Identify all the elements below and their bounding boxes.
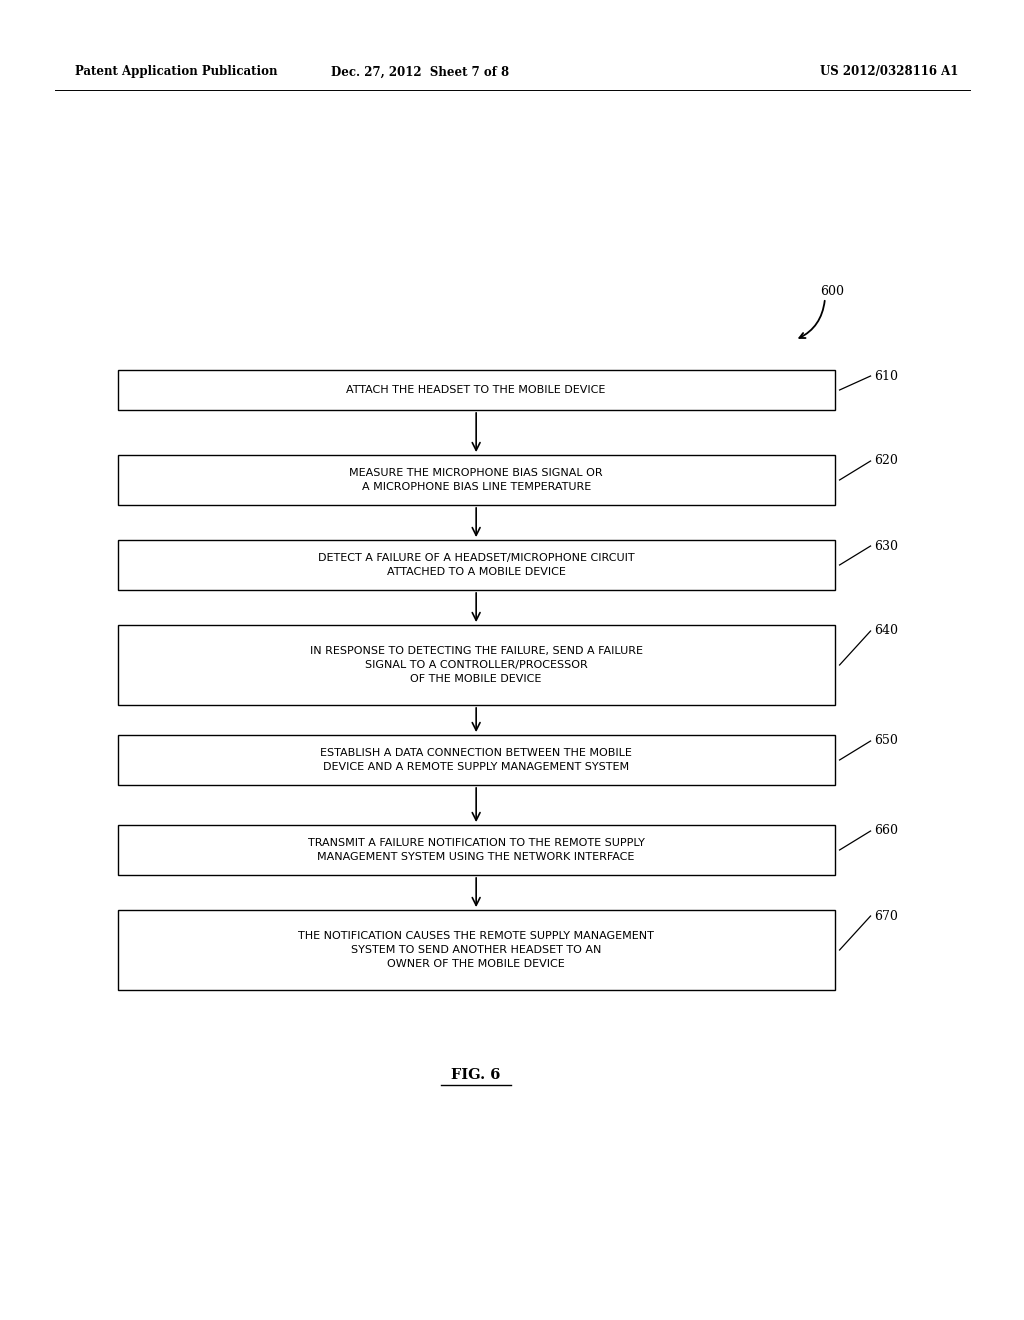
Text: IN RESPONSE TO DETECTING THE FAILURE, SEND A FAILURE
SIGNAL TO A CONTROLLER/PROC: IN RESPONSE TO DETECTING THE FAILURE, SE… <box>309 645 643 684</box>
Bar <box>118 624 835 705</box>
Bar <box>118 455 835 506</box>
Text: 660: 660 <box>874 825 899 837</box>
Text: 670: 670 <box>874 909 898 923</box>
Text: 620: 620 <box>874 454 898 467</box>
Text: DETECT A FAILURE OF A HEADSET/MICROPHONE CIRCUIT
ATTACHED TO A MOBILE DEVICE: DETECT A FAILURE OF A HEADSET/MICROPHONE… <box>317 553 635 577</box>
Text: 640: 640 <box>874 624 899 638</box>
Text: 650: 650 <box>874 734 898 747</box>
Text: MEASURE THE MICROPHONE BIAS SIGNAL OR
A MICROPHONE BIAS LINE TEMPERATURE: MEASURE THE MICROPHONE BIAS SIGNAL OR A … <box>349 469 603 492</box>
Text: 630: 630 <box>874 540 899 553</box>
Text: TRANSMIT A FAILURE NOTIFICATION TO THE REMOTE SUPPLY
MANAGEMENT SYSTEM USING THE: TRANSMIT A FAILURE NOTIFICATION TO THE R… <box>308 838 644 862</box>
Bar <box>118 735 835 785</box>
Bar <box>118 909 835 990</box>
Text: 600: 600 <box>820 285 844 298</box>
Text: FIG. 6: FIG. 6 <box>452 1068 501 1082</box>
Bar <box>118 540 835 590</box>
Text: THE NOTIFICATION CAUSES THE REMOTE SUPPLY MANAGEMENT
SYSTEM TO SEND ANOTHER HEAD: THE NOTIFICATION CAUSES THE REMOTE SUPPL… <box>298 931 654 969</box>
Bar <box>118 370 835 411</box>
Text: US 2012/0328116 A1: US 2012/0328116 A1 <box>820 66 958 78</box>
Bar <box>118 825 835 875</box>
Text: 610: 610 <box>874 370 899 383</box>
Text: Dec. 27, 2012  Sheet 7 of 8: Dec. 27, 2012 Sheet 7 of 8 <box>331 66 509 78</box>
Text: ESTABLISH A DATA CONNECTION BETWEEN THE MOBILE
DEVICE AND A REMOTE SUPPLY MANAGE: ESTABLISH A DATA CONNECTION BETWEEN THE … <box>321 748 632 772</box>
Text: ATTACH THE HEADSET TO THE MOBILE DEVICE: ATTACH THE HEADSET TO THE MOBILE DEVICE <box>346 385 606 395</box>
Text: Patent Application Publication: Patent Application Publication <box>75 66 278 78</box>
